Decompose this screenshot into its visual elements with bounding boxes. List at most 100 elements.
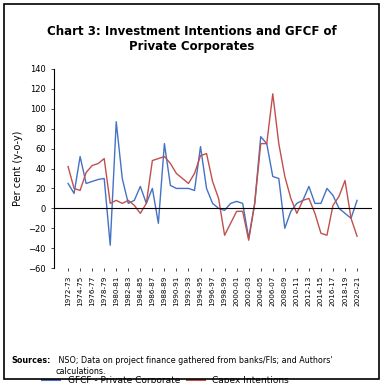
GFCF - Private Corporate xyxy=(72,191,76,196)
Capex Intentions xyxy=(114,198,118,203)
Capex Intentions xyxy=(264,141,269,146)
Capex Intentions xyxy=(126,198,131,203)
GFCF - Private Corporate xyxy=(325,186,329,191)
GFCF - Private Corporate xyxy=(337,206,341,211)
Y-axis label: Per cent (y-o-y): Per cent (y-o-y) xyxy=(13,131,23,206)
GFCF - Private Corporate xyxy=(156,221,161,226)
Capex Intentions xyxy=(84,170,88,175)
Capex Intentions xyxy=(102,156,106,161)
Capex Intentions xyxy=(270,92,275,96)
Capex Intentions xyxy=(108,201,113,206)
Capex Intentions xyxy=(355,234,359,239)
Capex Intentions xyxy=(192,171,197,176)
Capex Intentions xyxy=(66,164,70,169)
GFCF - Private Corporate xyxy=(277,176,281,181)
GFCF - Private Corporate xyxy=(138,184,142,189)
GFCF - Private Corporate xyxy=(168,183,173,188)
Capex Intentions xyxy=(228,221,233,226)
Capex Intentions xyxy=(138,211,142,216)
Capex Intentions xyxy=(90,163,95,168)
GFCF - Private Corporate xyxy=(150,186,155,191)
Capex Intentions xyxy=(156,156,161,161)
Capex Intentions xyxy=(72,186,76,191)
Capex Intentions xyxy=(319,231,323,236)
Capex Intentions xyxy=(168,161,173,166)
Capex Intentions xyxy=(198,153,203,158)
Capex Intentions xyxy=(222,233,227,237)
GFCF - Private Corporate xyxy=(241,201,245,206)
GFCF - Private Corporate xyxy=(78,154,82,159)
GFCF - Private Corporate xyxy=(210,201,215,206)
GFCF - Private Corporate xyxy=(288,209,293,214)
GFCF - Private Corporate xyxy=(246,236,251,241)
Text: Sources:: Sources: xyxy=(11,356,51,365)
GFCF - Private Corporate xyxy=(84,181,88,186)
GFCF - Private Corporate xyxy=(264,141,269,146)
GFCF - Private Corporate xyxy=(102,176,106,181)
GFCF - Private Corporate xyxy=(114,119,118,124)
GFCF - Private Corporate xyxy=(343,211,347,216)
Capex Intentions xyxy=(259,141,263,146)
GFCF - Private Corporate xyxy=(349,216,354,221)
GFCF - Private Corporate xyxy=(198,144,203,149)
Capex Intentions xyxy=(349,216,354,221)
Capex Intentions xyxy=(301,198,305,203)
GFCF - Private Corporate xyxy=(204,186,209,191)
GFCF - Private Corporate xyxy=(259,134,263,139)
Text: NSO; Data on project finance gathered from banks/FIs; and Authors'
calculations.: NSO; Data on project finance gathered fr… xyxy=(56,356,332,376)
GFCF - Private Corporate xyxy=(234,199,239,204)
GFCF - Private Corporate xyxy=(252,201,257,206)
Capex Intentions xyxy=(162,154,167,159)
Line: Capex Intentions: Capex Intentions xyxy=(68,94,357,240)
GFCF - Private Corporate xyxy=(132,198,137,203)
GFCF - Private Corporate xyxy=(144,201,149,206)
Capex Intentions xyxy=(132,203,137,208)
Capex Intentions xyxy=(96,161,100,166)
Capex Intentions xyxy=(288,196,293,201)
Capex Intentions xyxy=(343,178,347,183)
Text: Chart 3: Investment Intentions and GFCF of
Private Corporates: Chart 3: Investment Intentions and GFCF … xyxy=(47,25,336,53)
GFCF - Private Corporate xyxy=(331,193,335,198)
GFCF - Private Corporate xyxy=(222,208,227,213)
GFCF - Private Corporate xyxy=(96,177,100,182)
GFCF - Private Corporate xyxy=(126,201,131,206)
Capex Intentions xyxy=(204,151,209,156)
GFCF - Private Corporate xyxy=(186,186,191,191)
Capex Intentions xyxy=(234,209,239,214)
GFCF - Private Corporate xyxy=(162,141,167,146)
GFCF - Private Corporate xyxy=(66,181,70,186)
GFCF - Private Corporate xyxy=(216,206,221,211)
GFCF - Private Corporate xyxy=(301,198,305,203)
Capex Intentions xyxy=(174,171,179,176)
Capex Intentions xyxy=(150,158,155,163)
GFCF - Private Corporate xyxy=(108,243,113,247)
Capex Intentions xyxy=(277,141,281,146)
Capex Intentions xyxy=(216,196,221,201)
Capex Intentions xyxy=(283,174,287,179)
GFCF - Private Corporate xyxy=(90,179,95,184)
Capex Intentions xyxy=(78,188,82,193)
GFCF - Private Corporate xyxy=(180,186,185,191)
GFCF - Private Corporate xyxy=(313,201,317,206)
Capex Intentions xyxy=(337,194,341,199)
GFCF - Private Corporate xyxy=(192,188,197,193)
GFCF - Private Corporate xyxy=(355,198,359,203)
Capex Intentions xyxy=(313,211,317,216)
Capex Intentions xyxy=(144,201,149,206)
Capex Intentions xyxy=(210,179,215,184)
GFCF - Private Corporate xyxy=(270,174,275,179)
Capex Intentions xyxy=(180,176,185,181)
Legend: GFCF - Private Corporate, Capex Intentions: GFCF - Private Corporate, Capex Intentio… xyxy=(42,376,289,383)
Capex Intentions xyxy=(246,238,251,242)
GFCF - Private Corporate xyxy=(307,184,311,189)
Capex Intentions xyxy=(120,201,124,206)
GFCF - Private Corporate xyxy=(319,201,323,206)
Line: GFCF - Private Corporate: GFCF - Private Corporate xyxy=(68,122,357,245)
Capex Intentions xyxy=(331,203,335,208)
GFCF - Private Corporate xyxy=(283,226,287,231)
Capex Intentions xyxy=(295,211,299,216)
Capex Intentions xyxy=(307,196,311,201)
Capex Intentions xyxy=(186,181,191,186)
GFCF - Private Corporate xyxy=(228,201,233,206)
Capex Intentions xyxy=(325,233,329,237)
